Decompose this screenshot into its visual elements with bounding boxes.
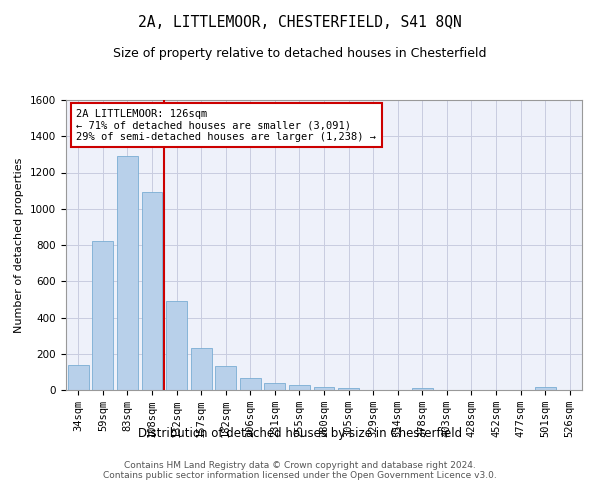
Bar (166, 301, 187, 390)
Bar (142, 192, 163, 390)
Text: 2A, LITTLEMOOR, CHESTERFIELD, S41 8QN: 2A, LITTLEMOOR, CHESTERFIELD, S41 8QN (138, 15, 462, 30)
Bar (215, 366, 236, 390)
Bar (191, 348, 212, 390)
Bar (412, 388, 433, 390)
Bar (92, 242, 113, 390)
Bar (338, 388, 359, 390)
Bar (240, 378, 261, 390)
Bar (68, 364, 89, 390)
Bar (314, 388, 334, 390)
Bar (117, 156, 138, 390)
Bar (265, 383, 286, 390)
Bar (535, 388, 556, 390)
Text: Distribution of detached houses by size in Chesterfield: Distribution of detached houses by size … (138, 428, 462, 440)
Bar (289, 385, 310, 390)
Text: Size of property relative to detached houses in Chesterfield: Size of property relative to detached ho… (113, 48, 487, 60)
Text: 2A LITTLEMOOR: 126sqm
← 71% of detached houses are smaller (3,091)
29% of semi-d: 2A LITTLEMOOR: 126sqm ← 71% of detached … (76, 108, 376, 142)
Y-axis label: Number of detached properties: Number of detached properties (14, 158, 25, 332)
Text: Contains HM Land Registry data © Crown copyright and database right 2024.
Contai: Contains HM Land Registry data © Crown c… (103, 460, 497, 480)
